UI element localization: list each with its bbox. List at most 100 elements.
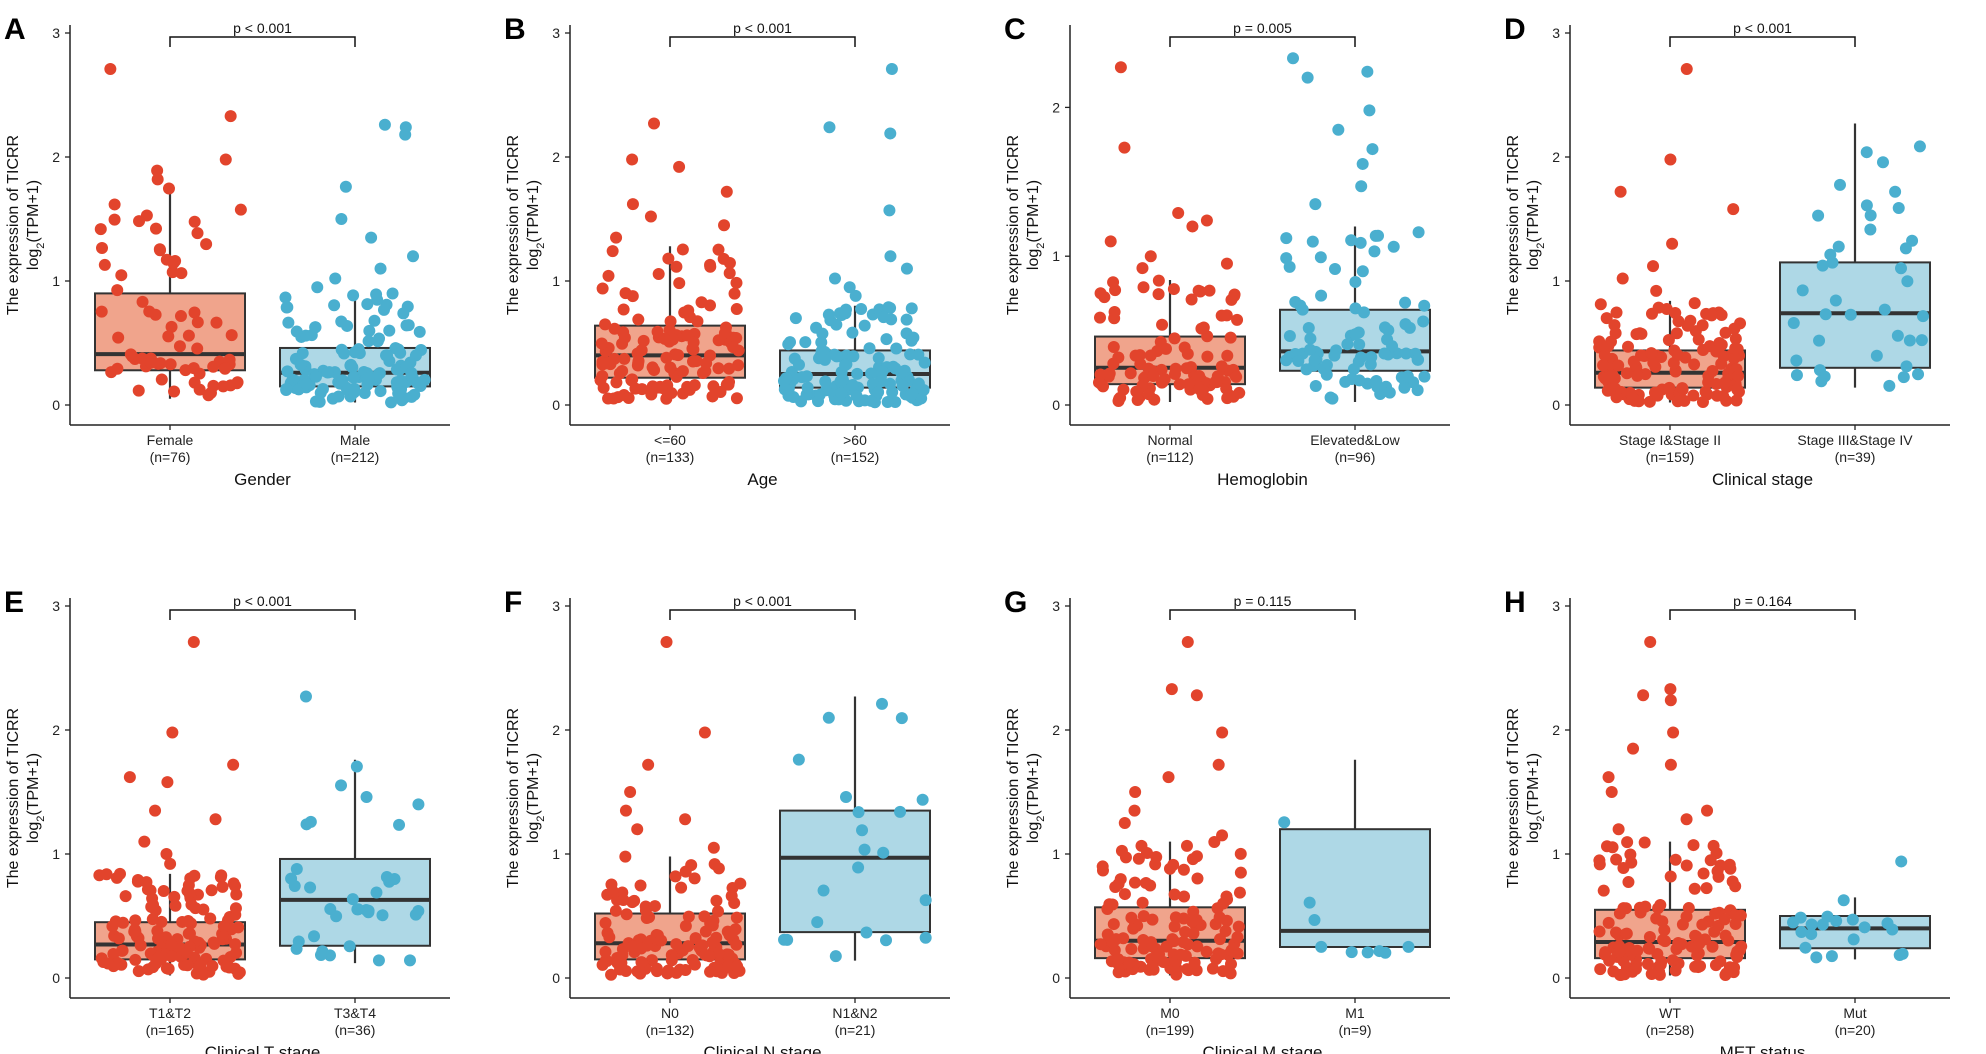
data-point <box>876 365 889 378</box>
category-n-label: (n=212) <box>331 449 380 465</box>
p-value-label: p < 0.001 <box>233 593 292 609</box>
data-point <box>378 118 391 131</box>
data-point <box>687 336 700 349</box>
category-label: T3&T4 <box>334 1005 376 1021</box>
data-point <box>610 376 623 389</box>
data-point <box>1398 381 1411 394</box>
data-point <box>781 933 794 946</box>
data-point <box>1190 850 1203 863</box>
panel-letter: D <box>1504 13 1526 46</box>
data-point <box>1730 394 1743 407</box>
data-point <box>1631 369 1644 382</box>
data-point <box>1354 351 1367 364</box>
data-point <box>1136 896 1149 909</box>
data-point <box>1717 390 1730 403</box>
data-point <box>1157 956 1170 969</box>
data-point <box>730 938 743 951</box>
data-point <box>413 325 426 338</box>
data-point <box>1289 296 1302 309</box>
group-1: Normal(n=112) <box>1092 61 1246 465</box>
data-point <box>858 319 871 332</box>
data-point <box>1301 71 1314 84</box>
data-point <box>599 916 612 929</box>
significance-bracket <box>169 36 356 47</box>
data-point <box>332 390 345 403</box>
data-point <box>616 365 629 378</box>
data-point <box>1889 185 1902 198</box>
data-point <box>1345 946 1358 959</box>
data-point <box>1709 907 1722 920</box>
data-point <box>1220 382 1233 395</box>
data-point <box>329 272 342 285</box>
data-point <box>708 858 721 871</box>
data-point <box>1790 354 1803 367</box>
data-point <box>728 287 741 300</box>
data-point <box>792 753 805 766</box>
significance-bracket <box>1169 609 1356 620</box>
data-point <box>1232 920 1245 933</box>
data-point <box>1663 381 1676 394</box>
data-point <box>1610 926 1623 939</box>
data-point <box>1356 157 1369 170</box>
data-point <box>371 293 384 306</box>
data-point <box>1687 839 1700 852</box>
data-point <box>205 884 218 897</box>
data-point <box>1795 926 1808 939</box>
data-point <box>219 153 232 166</box>
data-point <box>1128 876 1141 889</box>
data-point <box>1363 104 1376 117</box>
data-point <box>374 385 387 398</box>
data-point <box>884 250 897 263</box>
data-point <box>1231 931 1244 944</box>
data-point <box>166 266 179 279</box>
data-point <box>1371 381 1384 394</box>
data-point <box>1903 334 1916 347</box>
data-point <box>632 313 645 326</box>
data-point <box>1734 909 1747 922</box>
data-point <box>835 387 848 400</box>
data-point <box>904 390 917 403</box>
p-value-label: p = 0.115 <box>1234 593 1292 609</box>
data-point <box>792 358 805 371</box>
data-point <box>1688 882 1701 895</box>
data-point <box>280 301 293 314</box>
panel-letter: F <box>504 586 522 619</box>
data-point <box>695 296 708 309</box>
data-point <box>115 944 128 957</box>
data-point <box>1597 359 1610 372</box>
data-point <box>1213 911 1226 924</box>
data-point <box>154 244 167 257</box>
data-point <box>1177 912 1190 925</box>
data-point <box>111 956 124 969</box>
data-point <box>176 915 189 928</box>
data-point <box>393 818 406 831</box>
y-tick-label: 2 <box>552 149 560 165</box>
data-point <box>399 121 412 134</box>
data-point <box>1168 888 1181 901</box>
data-point <box>200 238 213 251</box>
data-point <box>1136 262 1149 275</box>
data-point <box>852 806 865 819</box>
data-point <box>712 243 725 256</box>
data-point <box>197 968 210 981</box>
data-point <box>672 349 685 362</box>
data-point <box>1128 804 1141 817</box>
group-2: M1(n=9) <box>1278 759 1431 1038</box>
data-point <box>696 939 709 952</box>
data-point <box>132 965 145 978</box>
data-point <box>877 846 890 859</box>
data-point <box>372 954 385 967</box>
data-point <box>1601 384 1614 397</box>
category-n-label: (n=76) <box>150 449 191 465</box>
data-point <box>712 905 725 918</box>
data-point <box>294 358 307 371</box>
data-point <box>1917 310 1930 323</box>
data-point <box>1667 726 1680 739</box>
data-point <box>1372 229 1385 242</box>
data-point <box>1139 877 1152 890</box>
data-point <box>730 276 743 289</box>
data-point <box>304 881 317 894</box>
data-point <box>1173 378 1186 391</box>
